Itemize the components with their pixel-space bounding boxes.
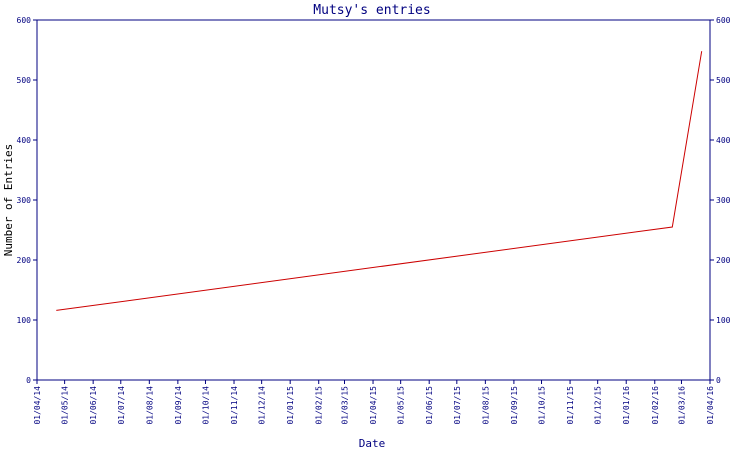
x-tick-label: 01/12/14	[258, 386, 267, 425]
series-group	[56, 51, 703, 311]
y-axis-label: Number of Entries	[2, 144, 15, 257]
x-tick-label: 01/04/16	[706, 386, 715, 425]
x-tick-label: 01/02/15	[315, 386, 324, 425]
x-tick-label: 01/02/16	[651, 386, 660, 425]
x-tick-label: 01/04/14	[33, 386, 42, 425]
x-tick-label: 01/04/15	[369, 386, 378, 425]
y-tick-label-right: 200	[716, 256, 731, 265]
x-tick-label: 01/10/15	[538, 386, 547, 425]
x-tick-label: 01/12/15	[594, 386, 603, 425]
x-tick-label: 01/08/15	[481, 386, 490, 425]
x-tick-label: 01/11/15	[566, 386, 575, 425]
y-tick-label-right: 500	[716, 76, 731, 85]
y-tick-label-left: 600	[17, 16, 32, 25]
chart-title: Mutsy's entries	[313, 3, 430, 18]
x-tick-label: 01/01/15	[286, 386, 295, 425]
y-tick-label-right: 400	[716, 136, 731, 145]
y-tick-label-right: 600	[716, 16, 731, 25]
y-tick-label-left: 500	[17, 76, 32, 85]
x-tick-label: 01/09/15	[510, 386, 519, 425]
x-tick-label: 01/03/16	[677, 386, 686, 425]
x-tick-label: 01/05/14	[61, 386, 70, 425]
y-tick-label-right: 100	[716, 316, 731, 325]
axis-ticks: 0 0 100 100 200 200 300 300 400 400 500 500 600 600 01…	[17, 16, 731, 425]
y-tick-label-right: 0	[716, 376, 721, 385]
x-tick-label: 01/01/16	[622, 386, 631, 425]
x-tick-label: 01/11/14	[230, 386, 239, 425]
y-tick-label-left: 0	[26, 376, 31, 385]
y-tick-label-left: 200	[17, 256, 32, 265]
x-tick-label: 01/07/14	[117, 386, 126, 425]
x-tick-label: 01/05/15	[397, 386, 406, 425]
x-tick-label: 01/09/14	[174, 386, 183, 425]
x-tick-label: 01/08/14	[145, 386, 154, 425]
plot-frame	[36, 19, 711, 381]
x-tick-label: 01/10/14	[201, 386, 210, 425]
x-tick-label: 01/06/14	[89, 386, 98, 425]
y-tick-label-right: 300	[716, 196, 731, 205]
y-tick-label-left: 100	[17, 316, 32, 325]
y-tick-label-left: 400	[17, 136, 32, 145]
x-tick-label: 01/07/15	[453, 386, 462, 425]
series-line	[56, 51, 703, 311]
y-tick-label-left: 300	[17, 196, 32, 205]
x-axis-label: Date	[359, 437, 386, 450]
x-tick-label: 01/06/15	[425, 386, 434, 425]
x-tick-label: 01/03/15	[340, 386, 349, 425]
